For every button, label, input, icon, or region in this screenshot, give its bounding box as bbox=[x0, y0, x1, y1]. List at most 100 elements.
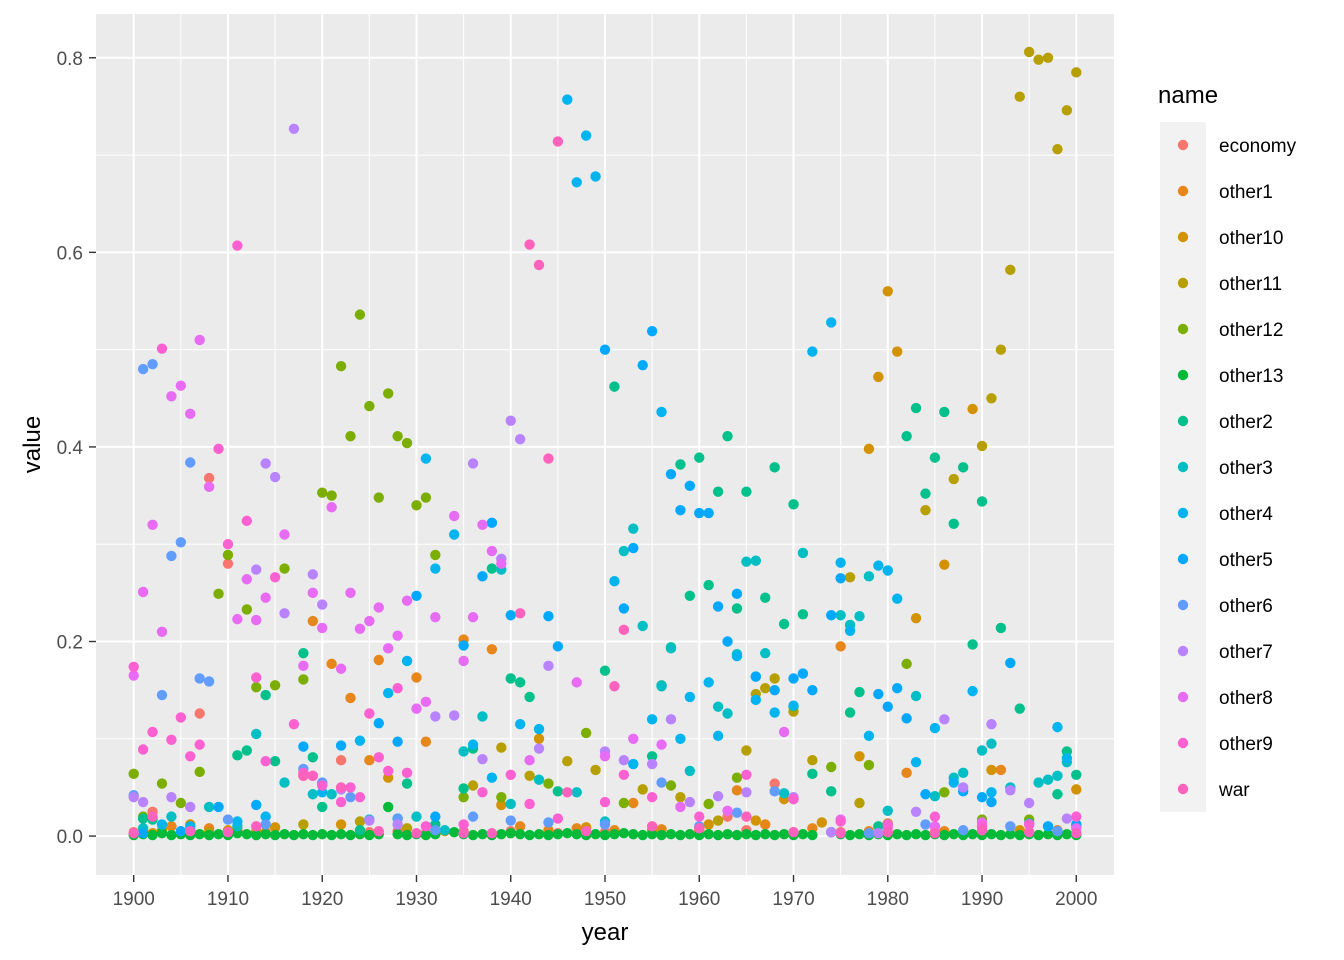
data-point-other12 bbox=[156, 778, 168, 789]
data-point-other9 bbox=[317, 780, 328, 791]
data-point-war bbox=[1023, 826, 1035, 838]
data-point-other13 bbox=[307, 829, 318, 841]
data-point-other11 bbox=[920, 504, 931, 516]
x-tick-label: 1930 bbox=[395, 889, 437, 910]
data-point-other10 bbox=[967, 403, 978, 415]
data-point-other5 bbox=[486, 517, 498, 529]
legend-label-other1: other1 bbox=[1219, 182, 1273, 203]
data-point-other12 bbox=[269, 680, 281, 691]
data-point-other5 bbox=[637, 360, 648, 371]
series-other12 bbox=[128, 309, 1082, 832]
data-point-other9 bbox=[185, 751, 196, 762]
data-point-other7 bbox=[1061, 813, 1073, 824]
data-point-other5 bbox=[722, 636, 733, 647]
data-point-other2 bbox=[939, 406, 950, 418]
data-point-other12 bbox=[326, 490, 337, 501]
data-point-other4 bbox=[675, 733, 686, 744]
data-point-other2 bbox=[694, 452, 705, 463]
data-point-other2 bbox=[797, 609, 809, 620]
data-point-other5 bbox=[411, 590, 422, 601]
data-point-other2 bbox=[760, 592, 771, 603]
data-point-other4 bbox=[788, 700, 799, 711]
data-point-other13 bbox=[1014, 829, 1025, 841]
data-point-other5 bbox=[882, 701, 893, 712]
data-point-other4 bbox=[590, 171, 601, 182]
data-point-other6 bbox=[656, 777, 667, 788]
legend-key-other6 bbox=[1177, 599, 1189, 611]
data-point-other8 bbox=[524, 755, 535, 766]
data-point-other8 bbox=[298, 660, 309, 672]
data-point-other8 bbox=[194, 334, 205, 346]
data-point-other2 bbox=[317, 801, 328, 813]
data-point-other5 bbox=[392, 736, 403, 747]
data-point-other4 bbox=[486, 772, 498, 783]
data-point-other7 bbox=[307, 569, 318, 580]
data-point-war bbox=[929, 827, 941, 839]
data-point-other13 bbox=[203, 829, 215, 841]
data-point-other13 bbox=[156, 827, 168, 839]
data-point-other3 bbox=[618, 545, 630, 557]
data-point-other5 bbox=[251, 799, 262, 811]
x-tick-label: 1990 bbox=[961, 889, 1003, 910]
data-point-other3 bbox=[741, 556, 752, 567]
data-point-other9 bbox=[364, 708, 375, 719]
data-point-other13 bbox=[298, 828, 309, 840]
data-point-other10 bbox=[939, 559, 950, 570]
data-point-other7 bbox=[533, 743, 545, 754]
data-point-other13 bbox=[543, 829, 554, 841]
data-point-other11 bbox=[1052, 144, 1063, 155]
data-point-other3 bbox=[760, 647, 771, 659]
legend-label-economy: economy bbox=[1219, 136, 1297, 157]
data-point-other8 bbox=[675, 801, 686, 813]
data-point-other5 bbox=[976, 791, 988, 803]
data-point-other4 bbox=[1052, 721, 1063, 733]
data-point-other8 bbox=[354, 623, 366, 635]
data-point-other2 bbox=[684, 590, 696, 601]
data-point-other13 bbox=[467, 829, 479, 841]
data-point-other8 bbox=[373, 602, 384, 613]
data-point-other3 bbox=[326, 789, 337, 800]
data-point-other3 bbox=[910, 690, 922, 702]
data-point-other13 bbox=[514, 828, 526, 840]
data-point-other4 bbox=[571, 177, 582, 188]
data-point-other13 bbox=[260, 828, 271, 840]
data-point-other8 bbox=[251, 614, 262, 626]
legend-label-other11: other11 bbox=[1219, 274, 1282, 295]
data-point-other2 bbox=[826, 786, 837, 797]
data-point-other13 bbox=[533, 828, 545, 840]
data-point-other7 bbox=[741, 787, 752, 798]
data-point-other12 bbox=[496, 791, 507, 803]
data-point-other2 bbox=[552, 786, 564, 797]
data-point-other6 bbox=[203, 676, 215, 687]
data-point-other9 bbox=[458, 819, 469, 830]
data-point-other9 bbox=[269, 572, 281, 583]
data-point-other10 bbox=[863, 443, 875, 455]
data-point-other8 bbox=[599, 751, 611, 762]
data-point-other8 bbox=[279, 529, 290, 540]
data-point-other7 bbox=[712, 790, 724, 802]
data-point-other3 bbox=[533, 774, 545, 785]
data-point-other13 bbox=[317, 828, 328, 840]
data-point-other12 bbox=[354, 309, 366, 320]
data-point-other6 bbox=[156, 689, 168, 701]
data-point-other8 bbox=[430, 611, 441, 623]
data-point-other12 bbox=[826, 761, 837, 773]
data-point-other5 bbox=[797, 668, 809, 679]
data-point-other5 bbox=[430, 811, 441, 822]
data-point-other7 bbox=[364, 815, 375, 826]
data-point-other13 bbox=[401, 829, 413, 841]
data-point-other10 bbox=[892, 346, 903, 357]
data-point-other12 bbox=[543, 778, 554, 789]
data-point-other7 bbox=[646, 758, 658, 770]
data-point-other13 bbox=[844, 829, 856, 841]
data-point-other3 bbox=[835, 610, 846, 621]
data-point-war bbox=[835, 827, 846, 839]
data-point-other5 bbox=[665, 468, 677, 480]
legend-key-other12 bbox=[1177, 323, 1189, 335]
data-point-other5 bbox=[335, 740, 347, 751]
data-point-other9 bbox=[128, 661, 139, 673]
data-point-other11 bbox=[1005, 264, 1016, 276]
data-point-other5 bbox=[826, 610, 837, 621]
legend-key-other8 bbox=[1177, 691, 1189, 703]
data-point-other5 bbox=[599, 344, 611, 355]
